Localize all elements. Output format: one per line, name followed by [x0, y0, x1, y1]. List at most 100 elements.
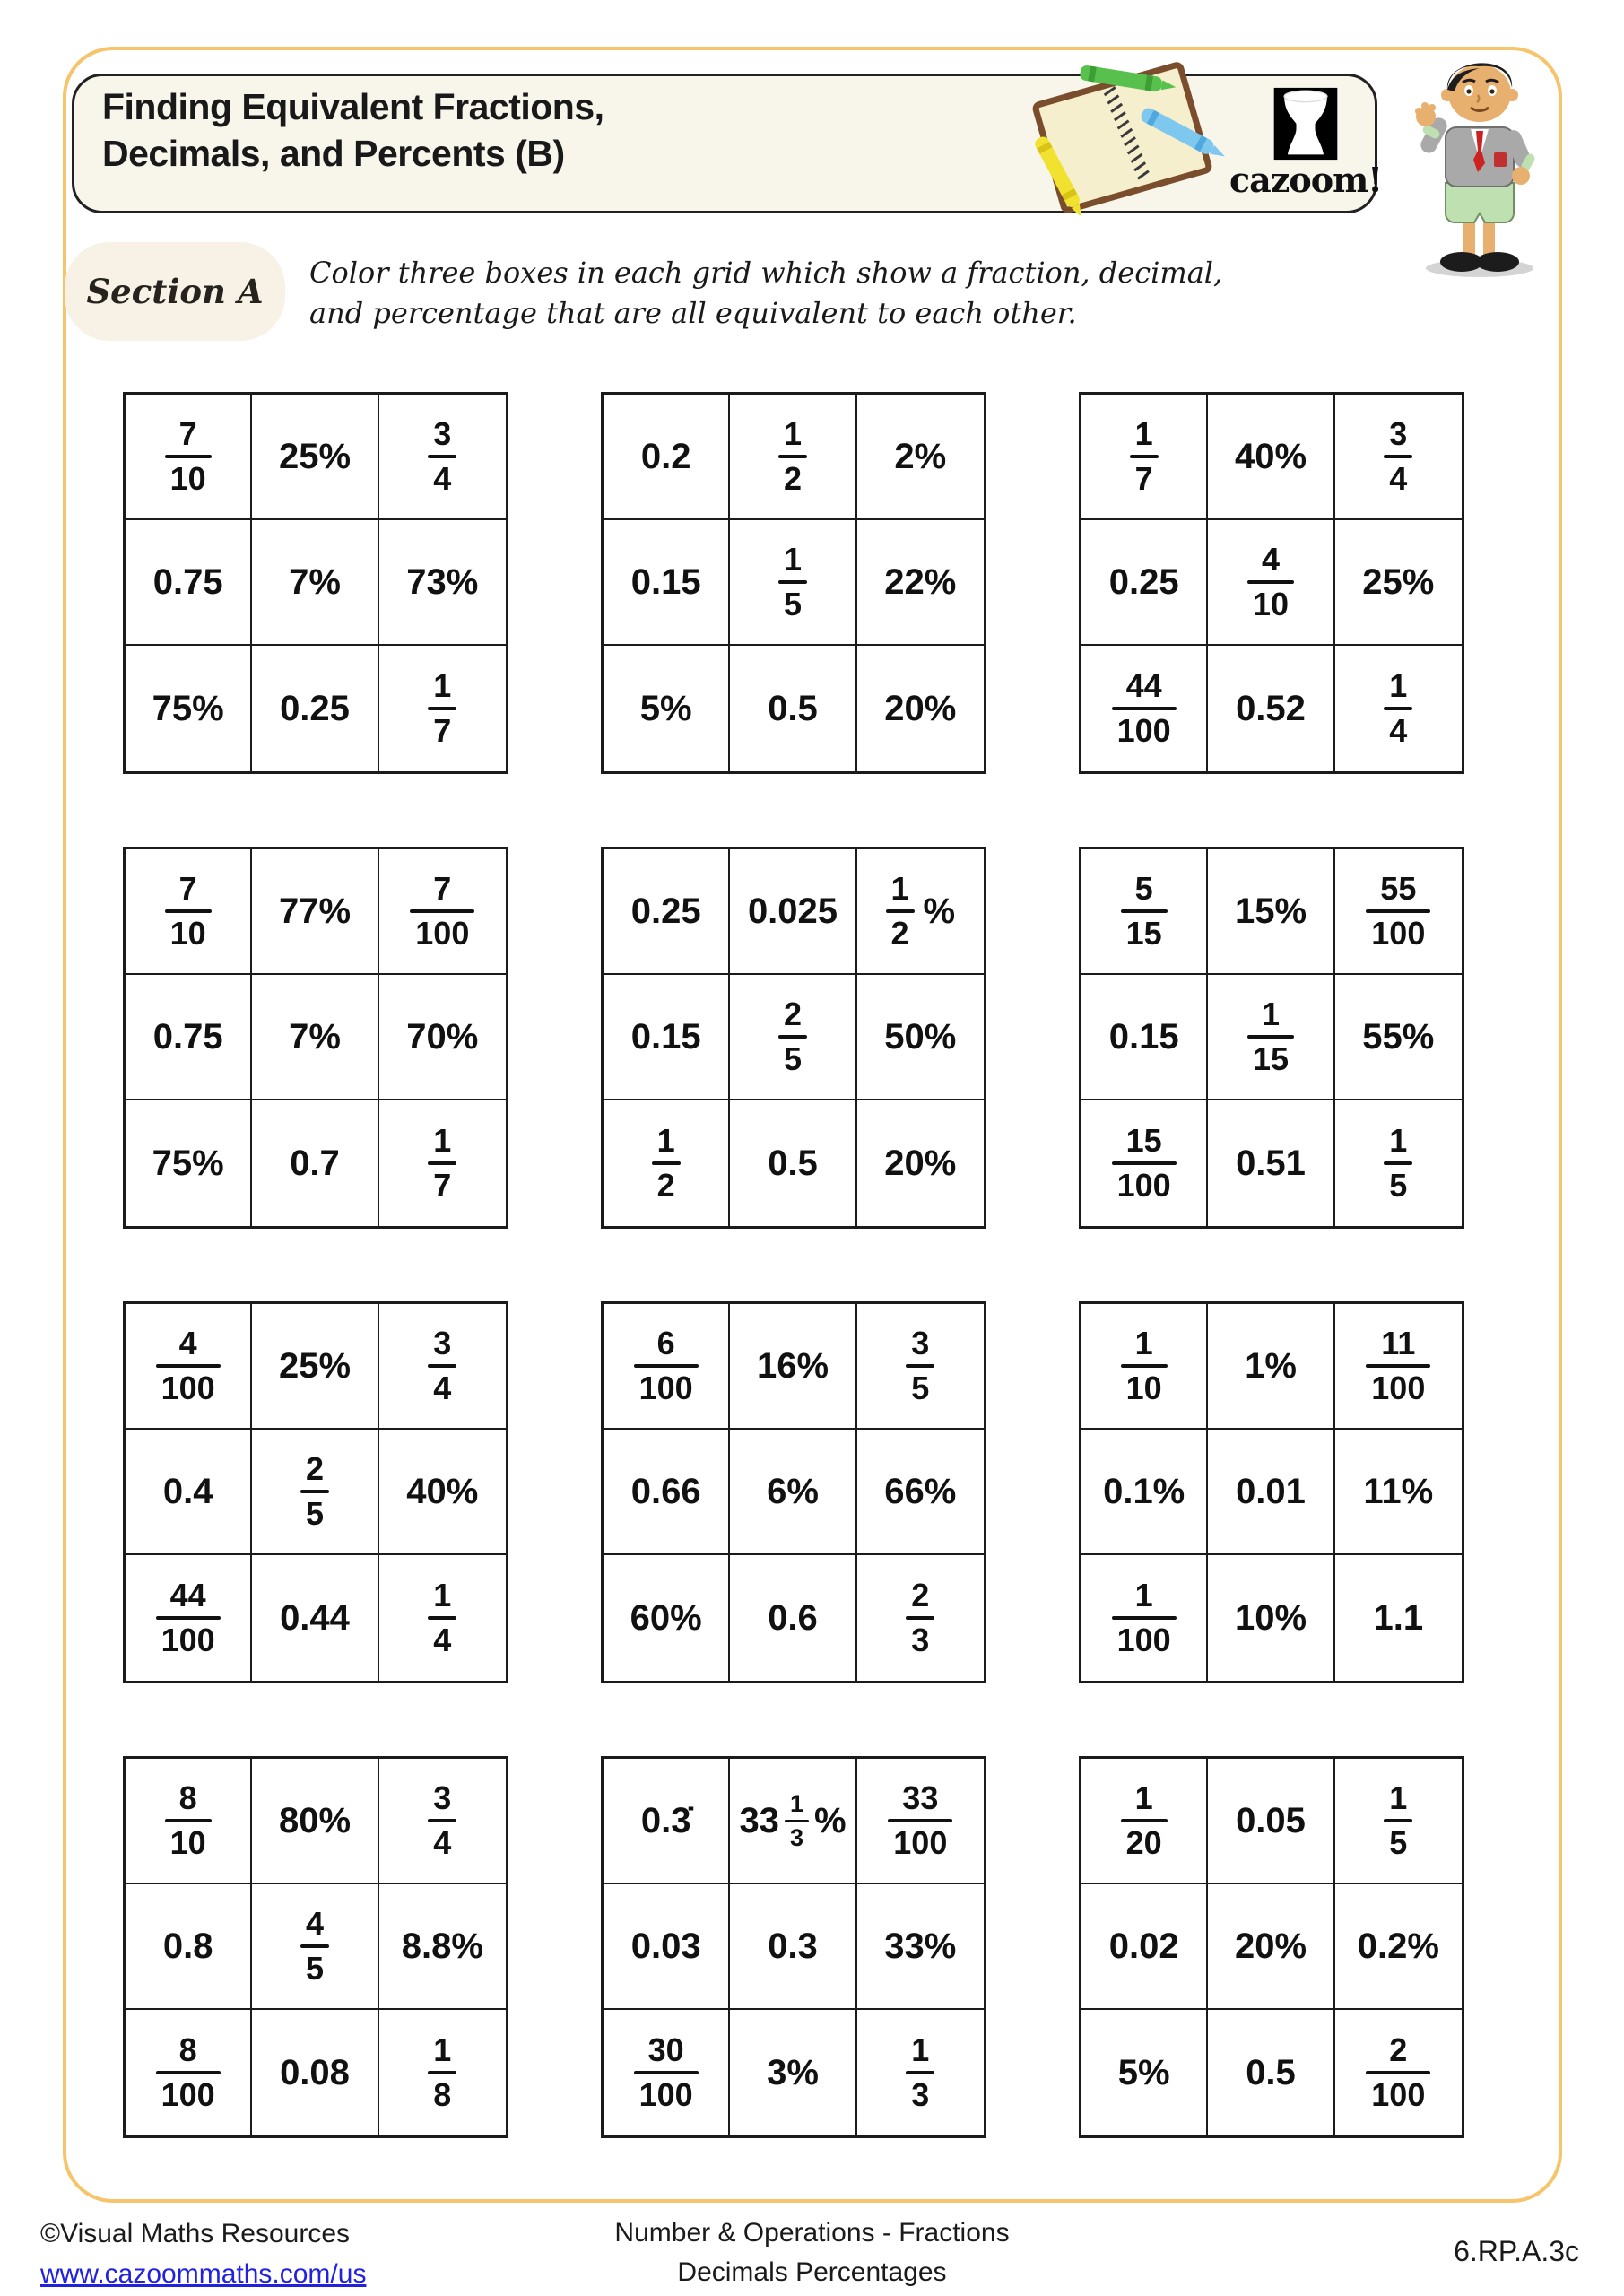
grid-cell[interactable]: 0.03: [604, 1884, 731, 2010]
grid-cell[interactable]: 20%: [1208, 1884, 1335, 2010]
grid-cell[interactable]: 6%: [730, 1430, 857, 1555]
grid-cell[interactable]: 20%: [857, 1100, 984, 1226]
grid-cell[interactable]: 20%: [857, 646, 984, 771]
grid-cell[interactable]: 0.51: [1208, 1100, 1335, 1226]
grid-cell[interactable]: 75%: [126, 1100, 253, 1226]
grid-cell[interactable]: 70%: [378, 975, 506, 1100]
grid-cell[interactable]: 4 100: [126, 1304, 253, 1430]
grid-cell[interactable]: 8.8%: [378, 1884, 506, 2010]
grid-cell[interactable]: 25%: [252, 1304, 379, 1430]
grid-cell[interactable]: 8 10: [126, 1759, 253, 1884]
grid-cell[interactable]: 15 100: [1081, 1100, 1209, 1226]
grid-cell[interactable]: 0.44: [252, 1555, 379, 1681]
grid-cell[interactable]: 7%: [252, 975, 379, 1100]
grid-cell[interactable]: 0.75: [126, 975, 253, 1100]
grid-cell[interactable]: 7 10: [126, 849, 253, 975]
grid-cell[interactable]: 11 100: [1334, 1304, 1462, 1430]
grid-cell[interactable]: 33%: [856, 1884, 984, 2010]
grid-cell[interactable]: 3%: [730, 2010, 857, 2135]
grid-cell[interactable]: 0.15: [1081, 975, 1209, 1100]
grid-cell[interactable]: 5%: [1081, 2010, 1209, 2135]
grid-cell[interactable]: 55 100: [1334, 849, 1462, 975]
grid-cell[interactable]: 5%: [604, 646, 731, 771]
grid-cell[interactable]: 0.2%: [1334, 1884, 1462, 2010]
grid-cell[interactable]: 80%: [252, 1759, 379, 1884]
grid-cell[interactable]: 15%: [1208, 849, 1335, 975]
grid-cell[interactable]: 7 100: [378, 849, 506, 975]
grid-cell[interactable]: 0.02: [1081, 1884, 1209, 2010]
grid-cell[interactable]: 0.025: [730, 849, 857, 975]
grid-cell[interactable]: 11%: [1334, 1430, 1462, 1555]
grid-cell[interactable]: 44 100: [1081, 646, 1209, 771]
grid-cell[interactable]: 60%: [604, 1555, 731, 1681]
grid-cell[interactable]: 4 10: [1208, 520, 1335, 646]
grid-cell[interactable]: 55%: [1334, 975, 1462, 1100]
grid-cell[interactable]: 66%: [856, 1430, 984, 1555]
grid-cell[interactable]: 0.05: [1208, 1759, 1335, 1884]
grid-cell[interactable]: 0.6: [730, 1555, 857, 1681]
grid-cell[interactable]: 5 15: [1081, 849, 1209, 975]
grid-cell[interactable]: 0.2: [604, 395, 731, 520]
grid-cell[interactable]: 1%: [1208, 1304, 1335, 1430]
grid-cell[interactable]: 1.1: [1335, 1555, 1462, 1681]
grid-cell[interactable]: 0.75: [126, 520, 253, 646]
grid-cell[interactable]: 0.25: [1081, 520, 1209, 646]
grid-cell[interactable]: 7 10: [126, 395, 253, 520]
grid-cell[interactable]: 33 100: [856, 1759, 984, 1884]
grid-cell[interactable]: 16%: [730, 1304, 857, 1430]
grid-cell[interactable]: 2 100: [1335, 2010, 1462, 2135]
grid-cell[interactable]: 1 15: [1208, 975, 1335, 1100]
grid-cell[interactable]: 40%: [378, 1430, 506, 1555]
grid-cell[interactable]: 50%: [856, 975, 984, 1100]
grid-cell[interactable]: 0.66: [604, 1430, 731, 1555]
grid-cell[interactable]: 0.3: [730, 1884, 857, 2010]
grid-cell[interactable]: 40%: [1208, 395, 1335, 520]
grid-cell[interactable]: 77%: [252, 849, 379, 975]
grid-cell[interactable]: 0.5: [730, 646, 857, 771]
grid-cell[interactable]: 0.15: [604, 520, 731, 646]
grid-cell[interactable]: 7%: [252, 520, 379, 646]
grid-cell[interactable]: 30 100: [604, 2010, 731, 2135]
grid-cell[interactable]: 8 100: [126, 2010, 253, 2135]
grid-cell[interactable]: 0.3̇: [604, 1759, 731, 1884]
grid-cell[interactable]: 0.01: [1208, 1430, 1335, 1555]
grid-cell[interactable]: 75%: [126, 646, 253, 771]
grid-cell[interactable]: 0.25: [604, 849, 731, 975]
grid-cell[interactable]: 0.7: [252, 1100, 379, 1226]
grid-cell[interactable]: 0.25: [252, 646, 379, 771]
grid-cell[interactable]: 0.4: [126, 1430, 253, 1555]
grid-cell[interactable]: 10%: [1208, 1555, 1335, 1681]
grid-cell[interactable]: 0.1%: [1081, 1430, 1209, 1555]
grid-cell[interactable]: 0.08: [252, 2010, 379, 2135]
grid-cell[interactable]: 2%: [856, 395, 984, 520]
grid-cell[interactable]: 25%: [1334, 520, 1462, 646]
grid-cell[interactable]: 1 2%: [856, 849, 984, 975]
grid-cell[interactable]: 0.15: [604, 975, 731, 1100]
grid-cell[interactable]: 0.5: [1208, 2010, 1335, 2135]
grid-cell[interactable]: 0.8: [126, 1884, 253, 2010]
grid-cell[interactable]: 0.52: [1208, 646, 1335, 771]
grid-cell[interactable]: 0.5: [730, 1100, 857, 1226]
grid-cell[interactable]: 44 100: [126, 1555, 253, 1681]
grid-cell[interactable]: 6 100: [604, 1304, 731, 1430]
